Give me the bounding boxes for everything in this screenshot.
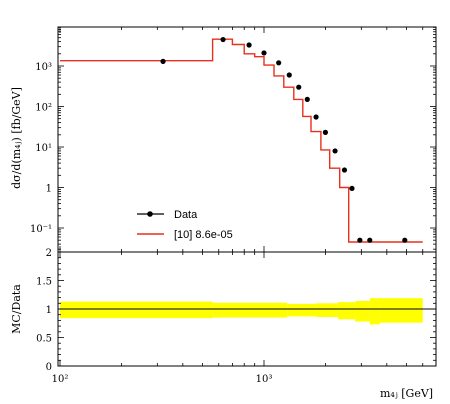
main-y-tick-label: 10³ xyxy=(35,62,52,73)
ratio-band-segment xyxy=(316,303,338,317)
legend-mc-label: [10] 8.6e-05 xyxy=(174,229,233,241)
main-y-tick-label: 1 xyxy=(46,184,52,195)
legend-data-label: Data xyxy=(174,209,198,221)
ratio-y-axis-title: MC/Data xyxy=(10,284,23,334)
mc-step-line xyxy=(60,38,423,243)
ratio-band-segment xyxy=(212,302,288,318)
main-y-tick-label: 10¹ xyxy=(35,143,52,154)
ratio-y-tick-label: 1 xyxy=(46,305,52,316)
x-tick-label: 10² xyxy=(52,374,69,385)
y-axis-title: dσ/d(m₄ⱼ) [fb/GeV] xyxy=(10,87,23,189)
x-tick-labels: 10² 10³ xyxy=(52,374,273,385)
data-point xyxy=(367,237,373,243)
ratio-plot-ticks xyxy=(58,251,436,367)
data-point xyxy=(296,84,302,90)
data-point xyxy=(349,185,355,192)
data-point xyxy=(332,148,338,154)
data-point xyxy=(160,58,166,64)
ratio-y-tick-label: 1.5 xyxy=(36,277,52,288)
main-y-tick-label: 10⁻¹ xyxy=(30,224,52,235)
main-y-tick-labels: 10³ 10² 10¹ 1 10⁻¹ xyxy=(30,62,52,235)
x-tick-label: 10³ xyxy=(256,374,273,385)
data-point xyxy=(246,42,252,48)
data-point xyxy=(220,36,226,43)
ratio-y-tick-label: 0 xyxy=(46,362,52,373)
data-point xyxy=(286,72,292,78)
ratio-y-tick-label: 2 xyxy=(46,248,52,259)
data-point xyxy=(276,60,282,66)
data-point xyxy=(357,237,363,243)
data-point xyxy=(313,114,319,120)
ratio-band-segment xyxy=(355,301,370,322)
data-point xyxy=(341,167,348,173)
data-point xyxy=(261,50,267,56)
main-plot: 10³ 10² 10¹ 1 10⁻¹ xyxy=(30,26,437,253)
x-axis-title: m₄ⱼ [GeV] xyxy=(380,387,433,400)
ratio-band-segment xyxy=(287,303,317,317)
data-point xyxy=(304,96,310,102)
ratio-band-segment xyxy=(379,298,423,323)
ratio-y-tick-label: 0.5 xyxy=(36,334,52,345)
ratio-band-segment xyxy=(337,302,356,320)
ratio-band-segment xyxy=(60,301,213,319)
legend: Data [10] 8.6e-05 xyxy=(137,209,233,241)
ratio-y-tick-labels: 0 0.5 1 1.5 2 xyxy=(36,248,52,373)
data-point xyxy=(322,129,329,135)
data-point xyxy=(402,237,408,243)
ratio-band xyxy=(60,298,423,325)
main-y-tick-label: 10² xyxy=(35,103,52,114)
ratio-band-segment xyxy=(369,298,380,325)
ratio-plot: 0 0.5 1 1.5 2 xyxy=(36,248,437,373)
main-plot-series xyxy=(60,36,423,243)
legend-data-marker xyxy=(147,211,153,217)
